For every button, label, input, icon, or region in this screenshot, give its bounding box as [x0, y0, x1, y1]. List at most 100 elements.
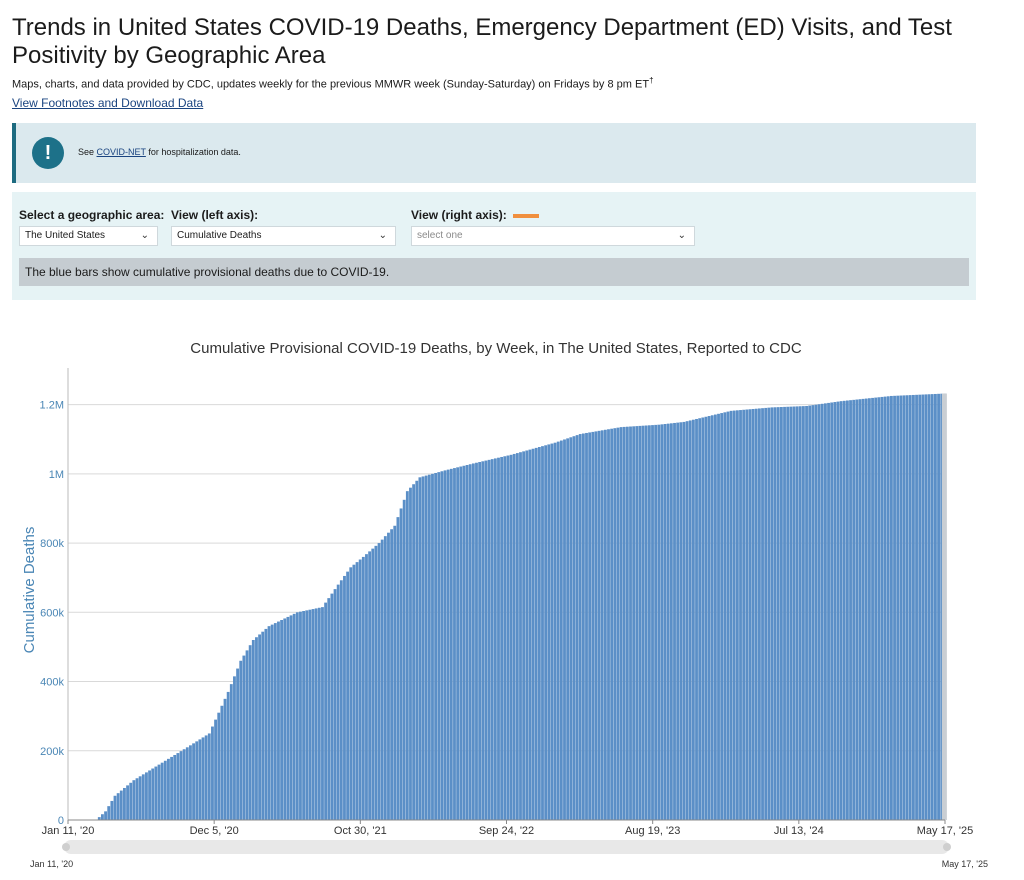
bar	[449, 468, 453, 820]
bar	[481, 461, 485, 820]
bar	[776, 407, 780, 820]
bar	[679, 422, 683, 820]
bar	[616, 427, 620, 820]
bar	[292, 613, 296, 820]
bar	[321, 607, 324, 820]
bar	[585, 432, 588, 820]
bar	[198, 739, 202, 820]
bar	[311, 609, 315, 820]
y-tick-label: 0	[58, 815, 64, 827]
bar	[204, 735, 208, 820]
bar	[805, 406, 808, 820]
bar	[899, 395, 903, 820]
bar	[123, 787, 126, 820]
bar	[424, 475, 428, 820]
bar	[456, 467, 460, 820]
bar	[475, 462, 478, 820]
bar	[119, 790, 123, 820]
navigator-track[interactable]	[64, 840, 949, 854]
bar	[625, 426, 629, 820]
bar	[594, 431, 598, 820]
right-axis-placeholder: select one	[417, 230, 463, 241]
bar	[148, 770, 151, 820]
bar	[443, 470, 447, 820]
bar	[317, 607, 321, 820]
y-tick-label: 200k	[40, 746, 64, 758]
right-axis-swatch	[512, 213, 539, 218]
right-axis-label: View (right axis):	[411, 208, 507, 222]
bar	[893, 395, 896, 820]
alert-text: See COVID-NET for hospitalization data.	[78, 147, 241, 157]
bar	[572, 436, 576, 820]
y-axis-title: Cumulative Deaths	[21, 527, 38, 654]
bar	[751, 408, 755, 820]
bar	[223, 698, 227, 820]
bar	[827, 402, 830, 820]
bar	[371, 548, 375, 820]
bar	[154, 766, 158, 820]
bar	[264, 628, 268, 820]
navigator-left-handle[interactable]	[62, 843, 70, 851]
bar	[503, 456, 507, 820]
bar	[302, 611, 306, 820]
alert-prefix: See	[78, 147, 97, 157]
bar	[519, 452, 522, 820]
bar	[588, 432, 592, 820]
bar	[864, 398, 868, 820]
bar	[867, 398, 871, 820]
bar	[459, 466, 463, 820]
footnotes-download-link[interactable]: View Footnotes and Download Data	[12, 96, 204, 110]
bar	[141, 774, 145, 820]
geo-area-label: Select a geographic area:	[19, 208, 165, 222]
alert-suffix: for hospitalization data.	[145, 147, 241, 157]
left-axis-select[interactable]: Cumulative Deaths ⌄	[171, 226, 396, 246]
geo-area-value: The United States	[25, 230, 106, 241]
left-axis-value: Cumulative Deaths	[177, 230, 262, 241]
bar	[798, 406, 802, 820]
bar	[138, 776, 142, 820]
bar	[912, 394, 915, 820]
bar	[644, 425, 648, 820]
bar	[201, 737, 205, 820]
bar	[619, 427, 623, 820]
bar	[647, 425, 651, 820]
bar	[874, 397, 878, 820]
range-navigator[interactable]: Jan 11, '20 May 17, '25	[30, 840, 988, 869]
bar	[487, 459, 491, 820]
bar	[255, 637, 258, 820]
bar	[767, 407, 771, 820]
bar	[817, 404, 821, 820]
covid-net-link[interactable]: COVID-NET	[96, 147, 146, 157]
right-axis-select[interactable]: select one ⌄	[411, 226, 695, 246]
bar	[229, 684, 233, 820]
bar	[107, 806, 111, 820]
bar	[836, 401, 840, 820]
bar	[437, 472, 441, 820]
navigator-right-handle[interactable]	[943, 843, 951, 851]
bar	[415, 480, 419, 820]
bar	[723, 412, 727, 820]
bar	[515, 453, 519, 820]
bar	[113, 795, 117, 820]
bar	[663, 424, 667, 820]
bar	[641, 425, 645, 820]
bar	[563, 439, 566, 820]
bar	[720, 413, 724, 820]
bar	[135, 778, 139, 820]
bar	[676, 422, 680, 820]
bar	[248, 645, 252, 820]
bar	[525, 450, 529, 820]
navigator-end-label: May 17, '25	[942, 859, 988, 869]
bar	[368, 551, 372, 820]
bar	[157, 764, 161, 820]
bar	[559, 440, 563, 820]
geo-area-select[interactable]: The United States ⌄	[19, 226, 158, 246]
bar	[195, 741, 199, 820]
bar	[377, 543, 381, 820]
y-tick-labels: 0 200k 400k 600k 800k 1M 1.2M	[40, 400, 65, 827]
bar	[921, 394, 925, 820]
bar	[358, 559, 362, 820]
bar	[654, 424, 658, 820]
x-tick-label: Oct 30, '21	[334, 825, 387, 837]
bar-series	[68, 393, 947, 821]
